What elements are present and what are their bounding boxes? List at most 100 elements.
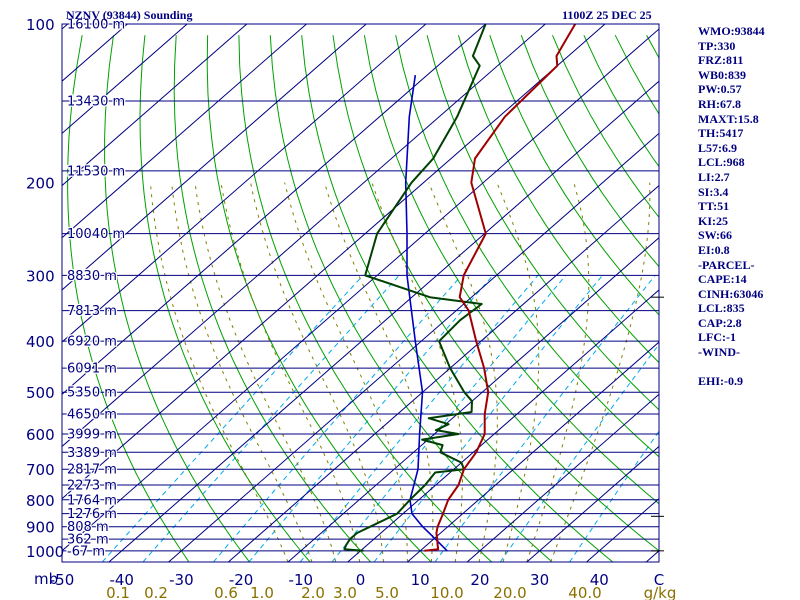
moist-adiabat [250, 182, 384, 562]
indices-panel: WMO:93844 TP:330 FRZ:811 WB0:839 PW:0.57 RH:6… [698, 24, 798, 389]
index-line: TP:330 [698, 38, 736, 53]
isotherm [347, 289, 659, 562]
isotherm [62, 24, 307, 239]
isotherm [526, 445, 659, 562]
height-label: -67 m [67, 544, 105, 559]
pressure-tick-label: 800 [26, 492, 55, 510]
height-label: 3999 m [67, 427, 117, 442]
isotherm [62, 24, 486, 395]
mixing-ratio-label: 20.0 [493, 584, 526, 600]
pressure-tick-label: 200 [26, 175, 55, 193]
mixing-ratio-line [213, 275, 462, 562]
dry-adiabat [520, 35, 659, 268]
temperature-tick-label: -20 [229, 571, 254, 589]
height-label: 16100 m [67, 18, 125, 33]
index-line: KI:25 [698, 213, 728, 228]
plot-border [61, 23, 660, 563]
index-line: -PARCEL- [698, 257, 755, 272]
dry-adiabat [104, 35, 250, 562]
isotherm [466, 393, 659, 562]
isotherm [62, 24, 188, 135]
height-label: 4650 m [67, 408, 117, 423]
isotherm [62, 24, 606, 500]
height-label: 10040 m [67, 227, 125, 242]
height-label: 13430 m [67, 94, 125, 109]
index-line: SW:66 [698, 228, 733, 243]
index-line: FRZ:811 [698, 53, 744, 68]
mixing-ratio-line [248, 275, 494, 562]
index-line: TH:5417 [698, 126, 744, 141]
pressure-tick-label: 1000 [26, 543, 64, 561]
dry-adiabat [238, 35, 493, 562]
temperature-tick-label: -40 [109, 571, 134, 589]
temperature-tick-label: -50 [50, 571, 75, 589]
temperature-trace [424, 24, 577, 552]
isotherm [62, 24, 427, 343]
height-label: 5350 m [67, 386, 117, 401]
mixing-ratio-label: 0.1 [106, 584, 130, 600]
isotherm [62, 24, 546, 448]
height-label: 11530 m [67, 164, 125, 179]
pressure-tick-label: 700 [26, 461, 55, 479]
temperature-tick-label: -10 [289, 571, 314, 589]
height-label: 3389 m [67, 446, 117, 461]
height-label: 2817 m [67, 463, 117, 478]
index-line: PW:0.57 [698, 82, 742, 97]
isotherm [62, 24, 367, 291]
dry-adiabat [426, 35, 659, 411]
height-label: 1764 m [67, 493, 117, 508]
moist-adiabat [428, 182, 498, 562]
mixing-ratio-line [142, 275, 400, 562]
mixing-ratio-label: g/kg [644, 584, 677, 600]
moist-adiabat [220, 182, 361, 562]
index-line: LI:2.7 [698, 169, 730, 184]
height-label: 362 m [67, 533, 109, 548]
mixing-ratio-line [299, 275, 539, 562]
mixing-ratio-line [434, 275, 656, 562]
isotherm [62, 28, 659, 552]
moist-adiabat [526, 182, 590, 562]
mixing-ratio-line [101, 275, 364, 562]
temperature-tick-label: 20 [470, 571, 489, 589]
height-label: 808 m [67, 520, 109, 535]
dry-adiabat [395, 35, 659, 458]
index-line: EHI:-0.9 [698, 374, 743, 389]
index-line: -WIND- [698, 345, 740, 360]
temperature-tick-label: 30 [530, 571, 549, 589]
pressure-unit-label: mb [34, 570, 58, 588]
isotherm [168, 132, 659, 562]
moist-adiabat [496, 182, 540, 562]
dry-adiabat [67, 35, 190, 562]
pressure-tick-label: 300 [26, 267, 55, 285]
temperature-tick-label: C [654, 571, 664, 589]
index-line: CINH:63046 [698, 286, 764, 301]
index-line: LCL:835 [698, 301, 745, 316]
dewpoint-trace [343, 24, 487, 552]
index-line: L57:6.9 [698, 140, 737, 155]
mixing-ratio-label: 1.0 [250, 584, 274, 600]
dry-adiabat [489, 35, 659, 316]
moist-adiabat [371, 182, 463, 562]
index-line: WMO:93844 [698, 24, 765, 38]
dry-adiabat [457, 35, 659, 364]
moist-adiabat [324, 182, 434, 562]
isotherm [407, 341, 659, 562]
index-line: TT:51 [698, 199, 730, 214]
height-label: 6920 m [67, 335, 117, 350]
temperature-tick-label: -30 [169, 571, 194, 589]
index-line: LFC:-1 [698, 330, 736, 345]
mixing-ratio-label: 0.2 [144, 584, 168, 600]
index-line: RH:67.8 [698, 96, 741, 111]
index-line: LCL:968 [698, 155, 745, 170]
mixing-ratio-label: 5.0 [375, 584, 399, 600]
mixing-ratio-label: 3.0 [333, 584, 357, 600]
temperature-tick-label: 40 [590, 571, 609, 589]
index-line: SI:3.4 [698, 184, 729, 199]
temperature-tick-label: 10 [411, 571, 430, 589]
temperature-tick-label: 0 [356, 571, 366, 589]
height-label: 1276 m [67, 507, 117, 522]
mixing-ratio-label: 2.0 [301, 584, 325, 600]
isotherm [287, 237, 659, 562]
index-line: EI:0.8 [698, 242, 730, 257]
